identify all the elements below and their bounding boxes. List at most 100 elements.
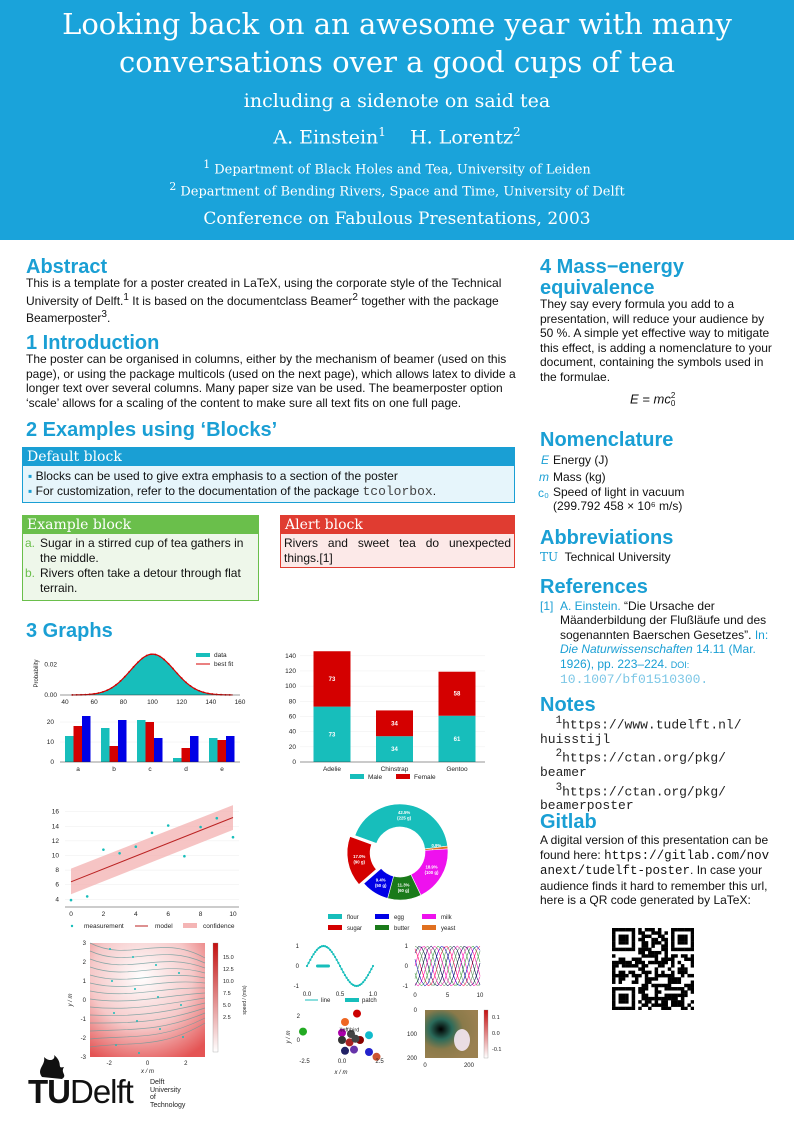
qr-module — [687, 973, 691, 978]
legend-swatch — [350, 774, 364, 779]
qr-module — [644, 941, 649, 945]
qr-module — [674, 996, 678, 1001]
qr-module — [641, 970, 645, 975]
legend-label: sugar — [347, 926, 362, 932]
legend-swatch — [70, 924, 74, 928]
graphs-figure: 40 60 80 100 120 140 1600.000.02Probabilitydat… — [34, 651, 501, 1076]
measurement-point — [215, 816, 219, 820]
qr-module — [618, 996, 623, 1001]
t: For customization, refer to the document… — [35, 484, 363, 498]
nomenclature-item: c₀ Speed of light in vacuum (299.792 458 ×… — [536, 485, 776, 513]
qr-module — [651, 996, 655, 1001]
qr-module — [687, 957, 691, 961]
note-url[interactable]: beamerposter — [540, 798, 634, 814]
qr-module — [654, 973, 659, 978]
stream-arrow — [159, 1028, 161, 1030]
qr-module — [612, 970, 616, 975]
qr-module — [612, 931, 616, 935]
qr-module — [674, 1000, 678, 1004]
streamline — [89, 974, 206, 980]
qr-module — [644, 987, 649, 991]
qr-module — [674, 987, 678, 991]
best-fit-point — [167, 662, 170, 665]
desc: Technical University — [564, 550, 671, 564]
y-tick-label: 16 — [52, 809, 60, 816]
bar — [154, 738, 163, 762]
qr-module — [690, 937, 694, 942]
qr-module — [661, 944, 665, 948]
colorbar-tick: 12.5 — [223, 967, 234, 973]
qr-module — [667, 977, 672, 981]
qr-module — [641, 967, 645, 971]
y-tick-label: 20 — [47, 719, 55, 726]
qr-module — [618, 987, 623, 991]
bar — [118, 720, 127, 762]
author-2-sup: 2 — [513, 125, 521, 139]
qr-module — [612, 977, 616, 981]
gitlab-url[interactable]: https://gitlab.com/novanext/tudelft-post… — [540, 848, 770, 879]
qr-module — [621, 947, 626, 952]
authors: A. Einstein1 H. Lorentz2 — [0, 125, 794, 148]
qr-module — [674, 928, 678, 932]
note-url[interactable]: https://ctan.org/pkg/ — [562, 783, 726, 799]
qr-module — [664, 954, 668, 958]
sup: 3 — [555, 781, 563, 794]
best-fit-point — [180, 677, 183, 680]
qr-module — [612, 990, 616, 994]
qr-module — [648, 934, 652, 939]
note-url[interactable]: https://ctan.org/pkg/ — [562, 750, 726, 766]
note-url[interactable]: beamer — [540, 765, 587, 781]
ref-doi-link[interactable]: 10.1007/bf01510300. — [560, 672, 709, 688]
qr-module — [644, 980, 649, 984]
qr-module — [661, 937, 665, 942]
qr-module — [680, 973, 685, 978]
colorbar-tick: 5.0 — [223, 1003, 231, 1009]
qr-module — [674, 977, 678, 981]
t: together with the package Beamerposter — [26, 293, 499, 326]
qr-module — [671, 957, 675, 961]
qr-module — [618, 980, 623, 984]
qr-module — [654, 1000, 659, 1004]
qr-module — [615, 987, 619, 991]
measurement-point — [150, 831, 154, 835]
example-block-title: Example block — [23, 516, 258, 534]
qr-module — [661, 1006, 665, 1010]
note-item: 2https://ctan.org/pkg/beamer — [540, 747, 742, 780]
qr-module — [677, 1003, 682, 1007]
bar — [217, 740, 226, 762]
legend-label: butter — [394, 926, 409, 932]
qr-module — [690, 980, 694, 984]
qr-module — [680, 987, 685, 991]
bar — [226, 736, 235, 762]
measurement-point — [102, 848, 105, 851]
y-tick-label: 120 — [285, 668, 296, 675]
note-url[interactable]: huisstijl — [540, 731, 611, 747]
qr-module — [664, 937, 668, 942]
qr-module — [641, 987, 645, 991]
ref-journal: Die Naturwissenschaften — [560, 642, 693, 657]
scatter-marker — [372, 1052, 381, 1061]
stream-arrow — [134, 988, 136, 990]
poster-header: Looking back on an awesome year with man… — [0, 0, 794, 240]
qr-module — [687, 1003, 691, 1007]
qr-module — [680, 937, 685, 942]
colorbar-label: speed / (m/s) — [242, 985, 248, 1015]
alert-block-body: Rivers and sweet tea do unexpected thing… — [284, 536, 511, 565]
qr-module — [618, 937, 623, 942]
qr-module — [612, 973, 616, 978]
qr-module — [644, 928, 649, 932]
qr-module — [671, 977, 675, 981]
qr-module — [631, 1003, 636, 1007]
streamline — [89, 1007, 206, 1024]
qr-module — [621, 937, 626, 942]
y-tick-label: -1 — [81, 1017, 87, 1023]
notes-heading: Notes — [540, 694, 596, 716]
x-tick-label: 40 — [61, 699, 69, 706]
qr-module — [618, 993, 623, 998]
y-axis-label: y / m — [68, 993, 74, 1007]
note-url[interactable]: https://www.tudelft.nl/ — [562, 717, 742, 733]
scatter-marker — [299, 1027, 307, 1036]
qr-module — [634, 957, 639, 961]
symbol: E — [540, 453, 549, 467]
legend-swatch — [345, 998, 359, 1002]
